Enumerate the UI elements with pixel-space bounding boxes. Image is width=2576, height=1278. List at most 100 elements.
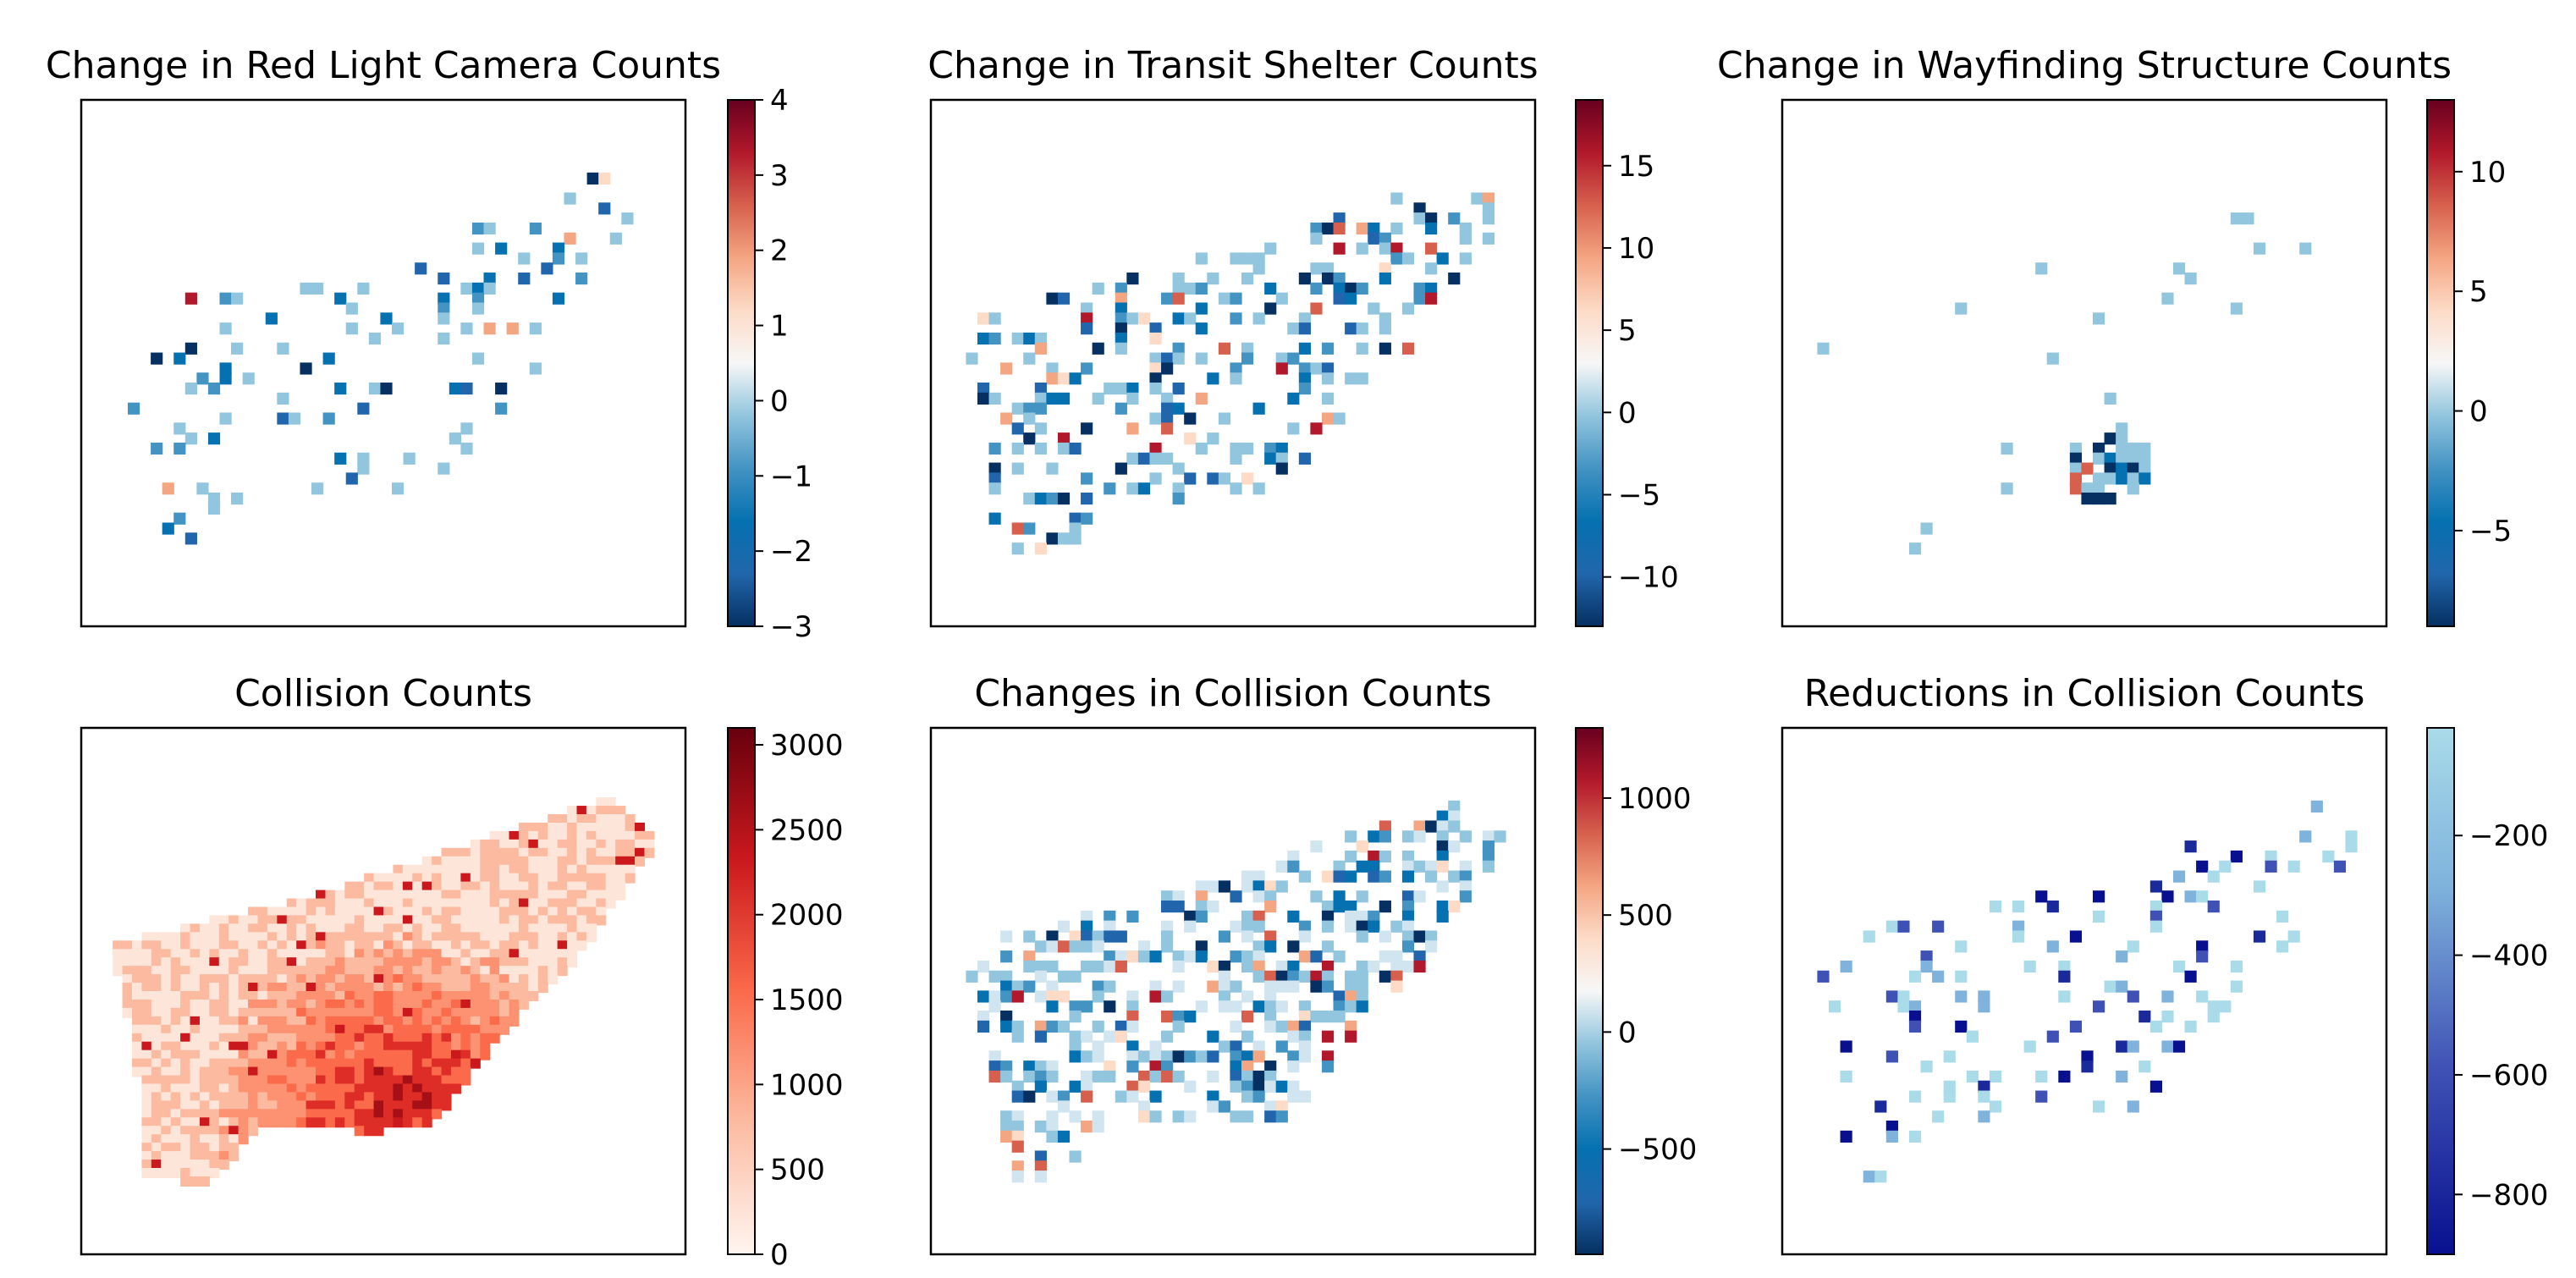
map-cell <box>393 1016 404 1027</box>
map-cell <box>286 1117 297 1128</box>
map-cell <box>1275 352 1288 365</box>
map-cell <box>170 957 181 968</box>
map-cell <box>528 932 539 943</box>
map-cell <box>228 1049 239 1060</box>
map-cell <box>495 242 508 255</box>
map-cell <box>1401 870 1415 883</box>
map-cell <box>267 1058 278 1069</box>
map-cell <box>988 512 1001 525</box>
map-cell <box>1195 352 1208 365</box>
map-cell <box>489 898 500 909</box>
map-cell <box>567 923 578 934</box>
map-cell <box>2092 442 2105 455</box>
map-cell <box>1195 392 1208 405</box>
map-cell <box>499 856 510 867</box>
map-cell <box>257 1033 268 1044</box>
map-cell <box>373 1033 384 1044</box>
map-cell <box>1390 252 1403 265</box>
map-cell <box>383 974 394 985</box>
map-cell <box>1046 292 1059 305</box>
map-cell <box>316 1083 327 1094</box>
map-cell <box>1172 482 1185 495</box>
map-cell <box>1046 940 1059 953</box>
map-cell <box>199 966 210 977</box>
map-cell <box>1310 840 1323 853</box>
map-cell <box>393 949 404 960</box>
map-cell <box>586 172 599 185</box>
map-cell <box>1401 910 1415 923</box>
map-cell <box>209 1007 220 1018</box>
map-cell <box>1321 1030 1335 1043</box>
map-cell <box>151 949 162 960</box>
map-cell <box>518 890 529 901</box>
map-cell <box>383 966 394 977</box>
map-cell <box>286 906 297 917</box>
map-cell <box>596 830 607 841</box>
map-cell <box>344 1058 355 1069</box>
map-cell <box>316 991 327 1002</box>
map-cell <box>421 1109 432 1120</box>
map-cell <box>1321 1011 1335 1023</box>
map-cell <box>2287 860 2300 873</box>
map-cell <box>432 1092 443 1103</box>
map-cell <box>421 983 432 994</box>
map-cell <box>199 1083 210 1094</box>
map-cell <box>238 1007 249 1018</box>
map-cell <box>161 1024 172 1035</box>
map-cell <box>1069 1080 1082 1093</box>
map-cell <box>344 1083 355 1094</box>
map-cell <box>1034 422 1047 435</box>
map-cell <box>1989 1100 2002 1113</box>
map-cell <box>209 1134 220 1145</box>
map-cell <box>421 940 432 951</box>
map-cell <box>586 906 597 917</box>
map-cell <box>2092 472 2105 485</box>
map-cell <box>1333 1011 1346 1023</box>
map-cell <box>1310 232 1323 245</box>
map-cell <box>441 1016 452 1027</box>
map-cell <box>1356 322 1368 335</box>
map-cell <box>199 1007 210 1018</box>
map-cell <box>1989 1070 2002 1083</box>
map-cell <box>1264 880 1277 893</box>
map-cell <box>2149 880 2162 893</box>
map-cell <box>1298 970 1311 983</box>
map-cell <box>402 1109 413 1120</box>
map-cell <box>548 890 559 901</box>
map-cell <box>2184 1020 2197 1033</box>
map-cell <box>2058 970 2071 983</box>
map-cell <box>1115 292 1127 305</box>
map-cell <box>2265 860 2277 873</box>
map-cell <box>344 890 355 901</box>
map-cell <box>334 991 345 1002</box>
map-cell <box>2242 212 2254 225</box>
colorbar-tick-label: −5 <box>1618 479 1660 513</box>
map-cell <box>576 873 587 884</box>
map-cell <box>432 957 443 968</box>
map-cell <box>1218 930 1231 943</box>
map-cell <box>1046 930 1059 943</box>
map-cell <box>1207 472 1219 485</box>
map-cell <box>1057 493 1071 505</box>
map-cell <box>441 1033 452 1044</box>
map-cell <box>988 312 1001 325</box>
map-cell <box>1230 1070 1242 1083</box>
map-cell <box>567 873 578 884</box>
map-cell <box>180 1041 191 1052</box>
map-cell <box>373 1075 384 1086</box>
map-cell <box>2149 901 2162 913</box>
map-cell <box>180 1160 191 1171</box>
map-cell <box>286 1016 297 1027</box>
map-cell <box>977 312 990 325</box>
map-cell <box>334 1016 345 1027</box>
map-cell <box>1137 950 1151 963</box>
map-cell <box>483 282 496 295</box>
map-cell <box>1126 1020 1139 1033</box>
map-cell <box>218 1066 229 1077</box>
map-cell <box>1264 1110 1277 1123</box>
map-cell <box>596 806 607 817</box>
map-cell <box>1356 910 1368 923</box>
map-cell <box>248 1100 259 1111</box>
map-cell <box>161 949 172 960</box>
map-cell <box>2092 1000 2105 1013</box>
